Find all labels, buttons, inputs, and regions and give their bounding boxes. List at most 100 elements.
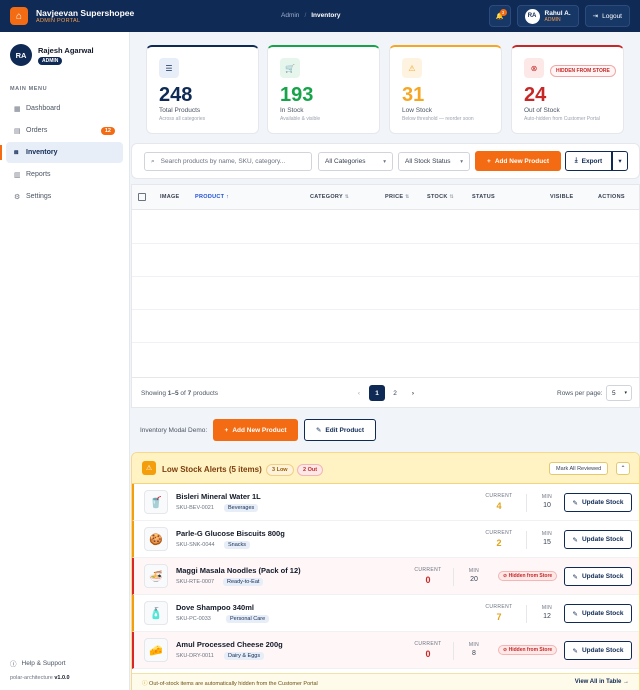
col-product[interactable]: PRODUCT ↑ [195,194,229,200]
col-stock[interactable]: STOCK ⇅ [427,194,454,200]
pagination-bar: Showing 1–5 of 7 products ‹ 1 2 › Rows p… [132,377,639,409]
min-label: MIN [541,605,553,611]
min-stock-value: 8 [472,650,476,657]
avatar: RA [524,8,540,24]
add-product-button[interactable]: + Add New Product [475,151,561,171]
profile-name: Rajesh Agarwal [38,45,94,55]
update-stock-button[interactable]: ✎ Update Stock [564,567,632,586]
alerts-footer-note: ⓘ Out-of-stock items are automatically h… [142,679,318,687]
next-page-button[interactable]: › [411,389,415,397]
product-thumbnail: 🧴 [144,601,168,625]
user-menu-button[interactable]: RA Rahul A. ADMIN [516,5,579,27]
col-category[interactable]: CATEGORY ⇅ [310,194,349,200]
breadcrumb-current: Inventory [311,12,341,19]
plus-icon: + [487,157,491,165]
update-stock-label: Update Stock [581,499,624,506]
chevron-up-icon: ⌃ [620,466,626,472]
edit-icon: ✎ [572,610,578,618]
col-stock-label: STOCK [427,194,448,200]
stat-sub: Across all categories [159,116,206,122]
page-button-2[interactable]: 2 [393,389,397,397]
stock-status-select-value: All Stock Status [405,158,451,165]
plus-icon: + [224,426,229,434]
sidebar-item-label: Settings [26,193,52,200]
rows-per-page-select[interactable]: 5 ▾ [606,385,632,401]
demo-add-product-button[interactable]: + Add New Product [213,419,298,441]
search-placeholder: Search products by name, SKU, category..… [160,158,286,165]
update-stock-button[interactable]: ✎ Update Stock [564,530,632,549]
col-price[interactable]: PRICE ⇅ [385,194,410,200]
col-price-label: PRICE [385,194,404,200]
prev-page-button[interactable]: ‹ [357,389,361,397]
logout-button[interactable]: ⇥ Logout [584,5,630,27]
stat-label: Out of Stock [524,107,560,114]
footer-note-text: Out-of-stock items are automatically hid… [149,681,318,687]
divider [526,605,527,623]
category-select[interactable]: All Categories ▾ [318,152,393,171]
showing-range: 1–5 [167,390,179,397]
user-role: ADMIN [544,16,561,23]
store-logo-icon[interactable]: ⌂ [10,7,28,25]
sidebar-item-reports[interactable]: ▥ Reports [6,164,123,185]
cart-icon: 🛒 [280,58,300,78]
divider [453,642,454,660]
alert-row: 🍜 Maggi Masala Noodles (Pack of 12) SKU-RT… [132,558,639,595]
stat-value: 248 [159,84,193,106]
notifications-button[interactable]: 🔔 3 [488,5,511,27]
notification-count: 3 [499,9,507,16]
view-all-link[interactable]: View All in Table → [574,679,629,685]
hidden-label: Hidden from Store [508,573,553,579]
stat-card-in-stock[interactable]: 🛒 193 In Stock Available & visible [267,45,380,134]
sidebar-item-orders[interactable]: ▤ Orders 12 [6,120,123,141]
edit-icon: ✎ [572,647,578,655]
divider [453,568,454,586]
breadcrumb-admin[interactable]: Admin [281,12,300,19]
eye-off-icon: ⊘ [503,573,508,579]
col-visible: VISIBLE [550,194,574,200]
min-label: MIN [541,531,553,537]
export-button[interactable]: ⤓ Export [565,151,612,171]
current-label: CURRENT [485,493,513,499]
stock-status-select[interactable]: All Stock Status ▾ [398,152,470,171]
row-divider [132,342,639,343]
user-name: Rahul A. [544,9,571,17]
min-stock-value: 10 [543,502,551,509]
stat-card-total[interactable]: ☰ 248 Total Products Across all categori… [146,45,259,134]
sidebar-item-inventory[interactable]: ⧈ Inventory [0,142,123,163]
help-support-link[interactable]: ⓘ Help & Support [10,658,66,669]
update-stock-button[interactable]: ✎ Update Stock [564,493,632,512]
menu-title: MAIN MENU [10,86,48,92]
search-input[interactable]: ⌕ Search products by name, SKU, category… [144,152,312,171]
stat-sub: Available & visible [280,116,321,122]
breadcrumb-separator: / [304,12,307,19]
profile-role-badge: ADMIN [38,56,63,65]
hidden-from-store-badge: ⊘ Hidden from Store [498,645,558,655]
sort-icon: ⇅ [344,194,350,200]
demo-edit-product-button[interactable]: ✎ Edit Product [304,419,376,441]
product-sku: SKU-SNK-0044 [176,542,215,548]
database-icon: ☰ [159,58,179,78]
export-dropdown-button[interactable]: ▾ [612,151,628,171]
col-status: STATUS [472,194,495,200]
current-label: CURRENT [414,641,442,647]
stat-card-out-of-stock[interactable]: ⊗ HIDDEN FROM STORE 24 Out of Stock Auto… [511,45,624,134]
update-stock-button[interactable]: ✎ Update Stock [564,641,632,660]
download-icon: ⤓ [574,157,578,164]
edit-icon: ✎ [572,573,578,581]
stat-label: Total Products [159,107,201,114]
warning-icon: ⚠ [142,461,156,475]
demo-edit-label: Edit Product [325,426,365,434]
update-stock-button[interactable]: ✎ Update Stock [564,604,632,623]
sidebar-item-settings[interactable]: ⚙ Settings [6,186,123,207]
product-thumbnail: 🍪 [144,527,168,551]
page-button-1[interactable]: 1 [369,385,385,401]
collapse-button[interactable]: ⌃ [616,462,630,475]
alerts-title: Low Stock Alerts (5 items) [162,465,262,474]
alert-row: 🧴 Dove Shampoo 340ml SKU-PC-0033 Personal C… [132,595,639,632]
clipboard-icon: ▤ [14,127,21,135]
sidebar-item-dashboard[interactable]: ▦ Dashboard [6,98,123,119]
mark-all-reviewed-button[interactable]: Mark All Reviewed [549,462,609,475]
select-all-checkbox[interactable] [138,193,146,201]
stat-card-low-stock[interactable]: ⚠ 31 Low Stock Below threshold — reorder… [389,45,502,134]
stat-sub: Below threshold — reorder soon [402,116,474,122]
